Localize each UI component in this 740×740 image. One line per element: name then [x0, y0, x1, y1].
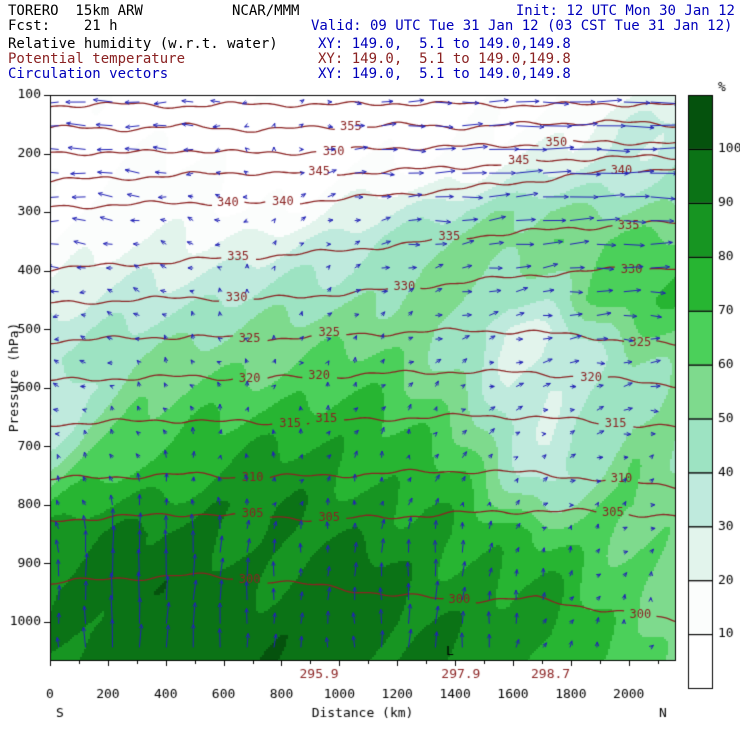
field-theta-label: Potential temperature	[8, 51, 186, 67]
init-time-label: Init: 12 UTC Mon 30 Jan 12	[515, 3, 735, 19]
center-name: NCAR/MMM	[232, 3, 300, 19]
field-rh-label: Relative humidity (w.r.t. water)	[8, 36, 278, 52]
model-title: TORERO 15km ARW	[8, 3, 143, 19]
field-vector-range: XY: 149.0, 5.1 to 149.0,149.8	[318, 66, 571, 82]
forecast-hour-label: Fcst: 21 h	[8, 18, 118, 34]
valid-time-label: Valid: 09 UTC Tue 31 Jan 12 (03 CST Tue …	[311, 18, 733, 34]
field-vector-label: Circulation vectors	[8, 66, 169, 82]
field-theta-range: XY: 149.0, 5.1 to 149.0,149.8	[318, 51, 571, 67]
field-rh-range: XY: 149.0, 5.1 to 149.0,149.8	[318, 36, 571, 52]
